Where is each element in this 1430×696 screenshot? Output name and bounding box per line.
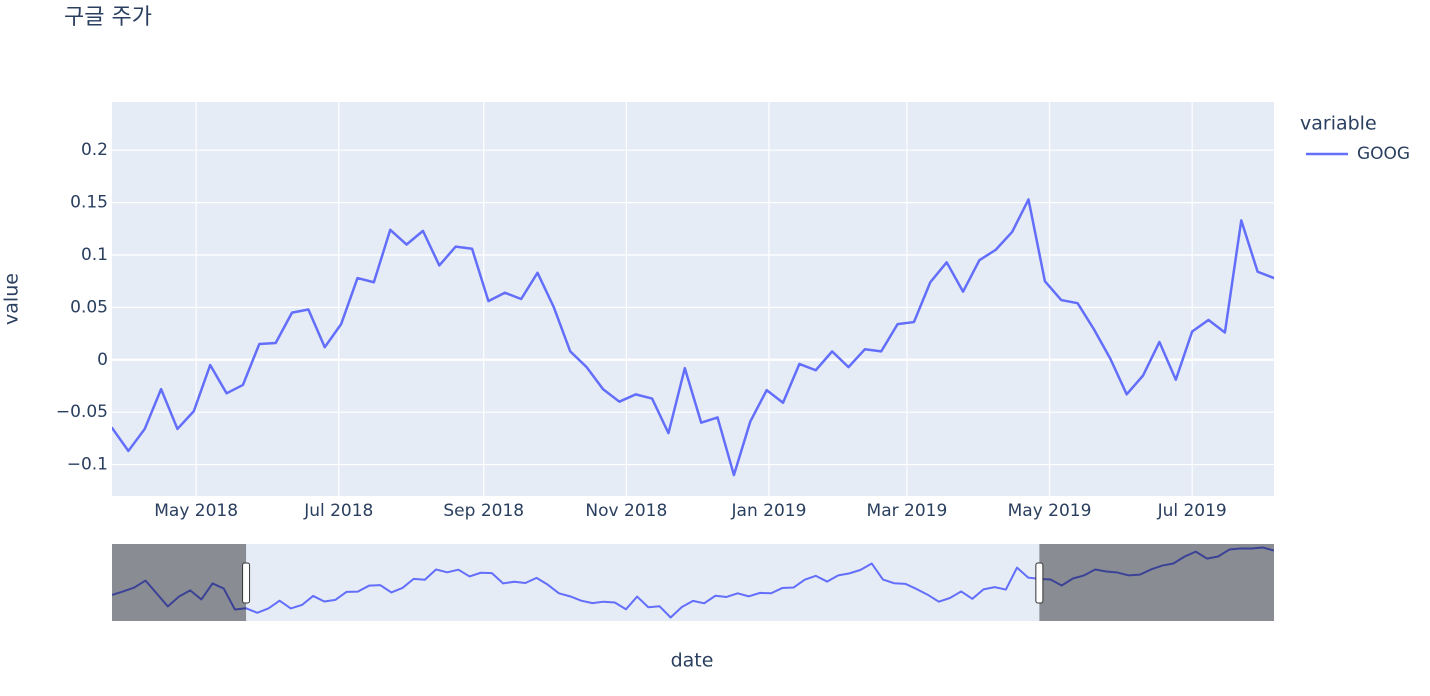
slider-line: [112, 546, 1274, 619]
y-tick-label: 0.2: [81, 140, 108, 160]
x-tick-label: Jan 2019: [731, 501, 807, 521]
x-axis-title: date: [671, 650, 714, 672]
x-tick-label: Nov 2018: [585, 501, 667, 521]
slider-mask: [112, 544, 247, 621]
x-tick-label: Mar 2019: [867, 501, 948, 521]
line: [112, 198, 1274, 477]
y-tick-label: −0.1: [67, 455, 108, 475]
range-slider[interactable]: [112, 544, 1274, 621]
y-tick-label: 0.15: [70, 193, 108, 213]
y-tick-label: 0: [97, 350, 108, 370]
legend-label: GOOG: [1357, 144, 1410, 164]
x-tick-label: May 2019: [1008, 501, 1092, 521]
y-tick-label: 0.05: [70, 297, 108, 317]
x-tick-label: May 2018: [154, 501, 238, 521]
plot-area: [112, 102, 1274, 496]
y-axis-title: value: [1, 273, 23, 325]
x-tick-label: Jul 2018: [303, 501, 373, 521]
y-tick-label: −0.05: [56, 402, 108, 422]
y-tick-label: 0.1: [81, 245, 108, 265]
x-tick-label: Jul 2019: [1157, 501, 1227, 521]
legend-title: variable: [1300, 113, 1377, 135]
slider-mask: [1039, 544, 1274, 621]
slider-handle[interactable]: [242, 562, 251, 604]
chart-title: 구글 주가: [64, 5, 152, 30]
x-tick-label: Sep 2018: [443, 501, 524, 521]
slider-handle[interactable]: [1035, 562, 1044, 604]
